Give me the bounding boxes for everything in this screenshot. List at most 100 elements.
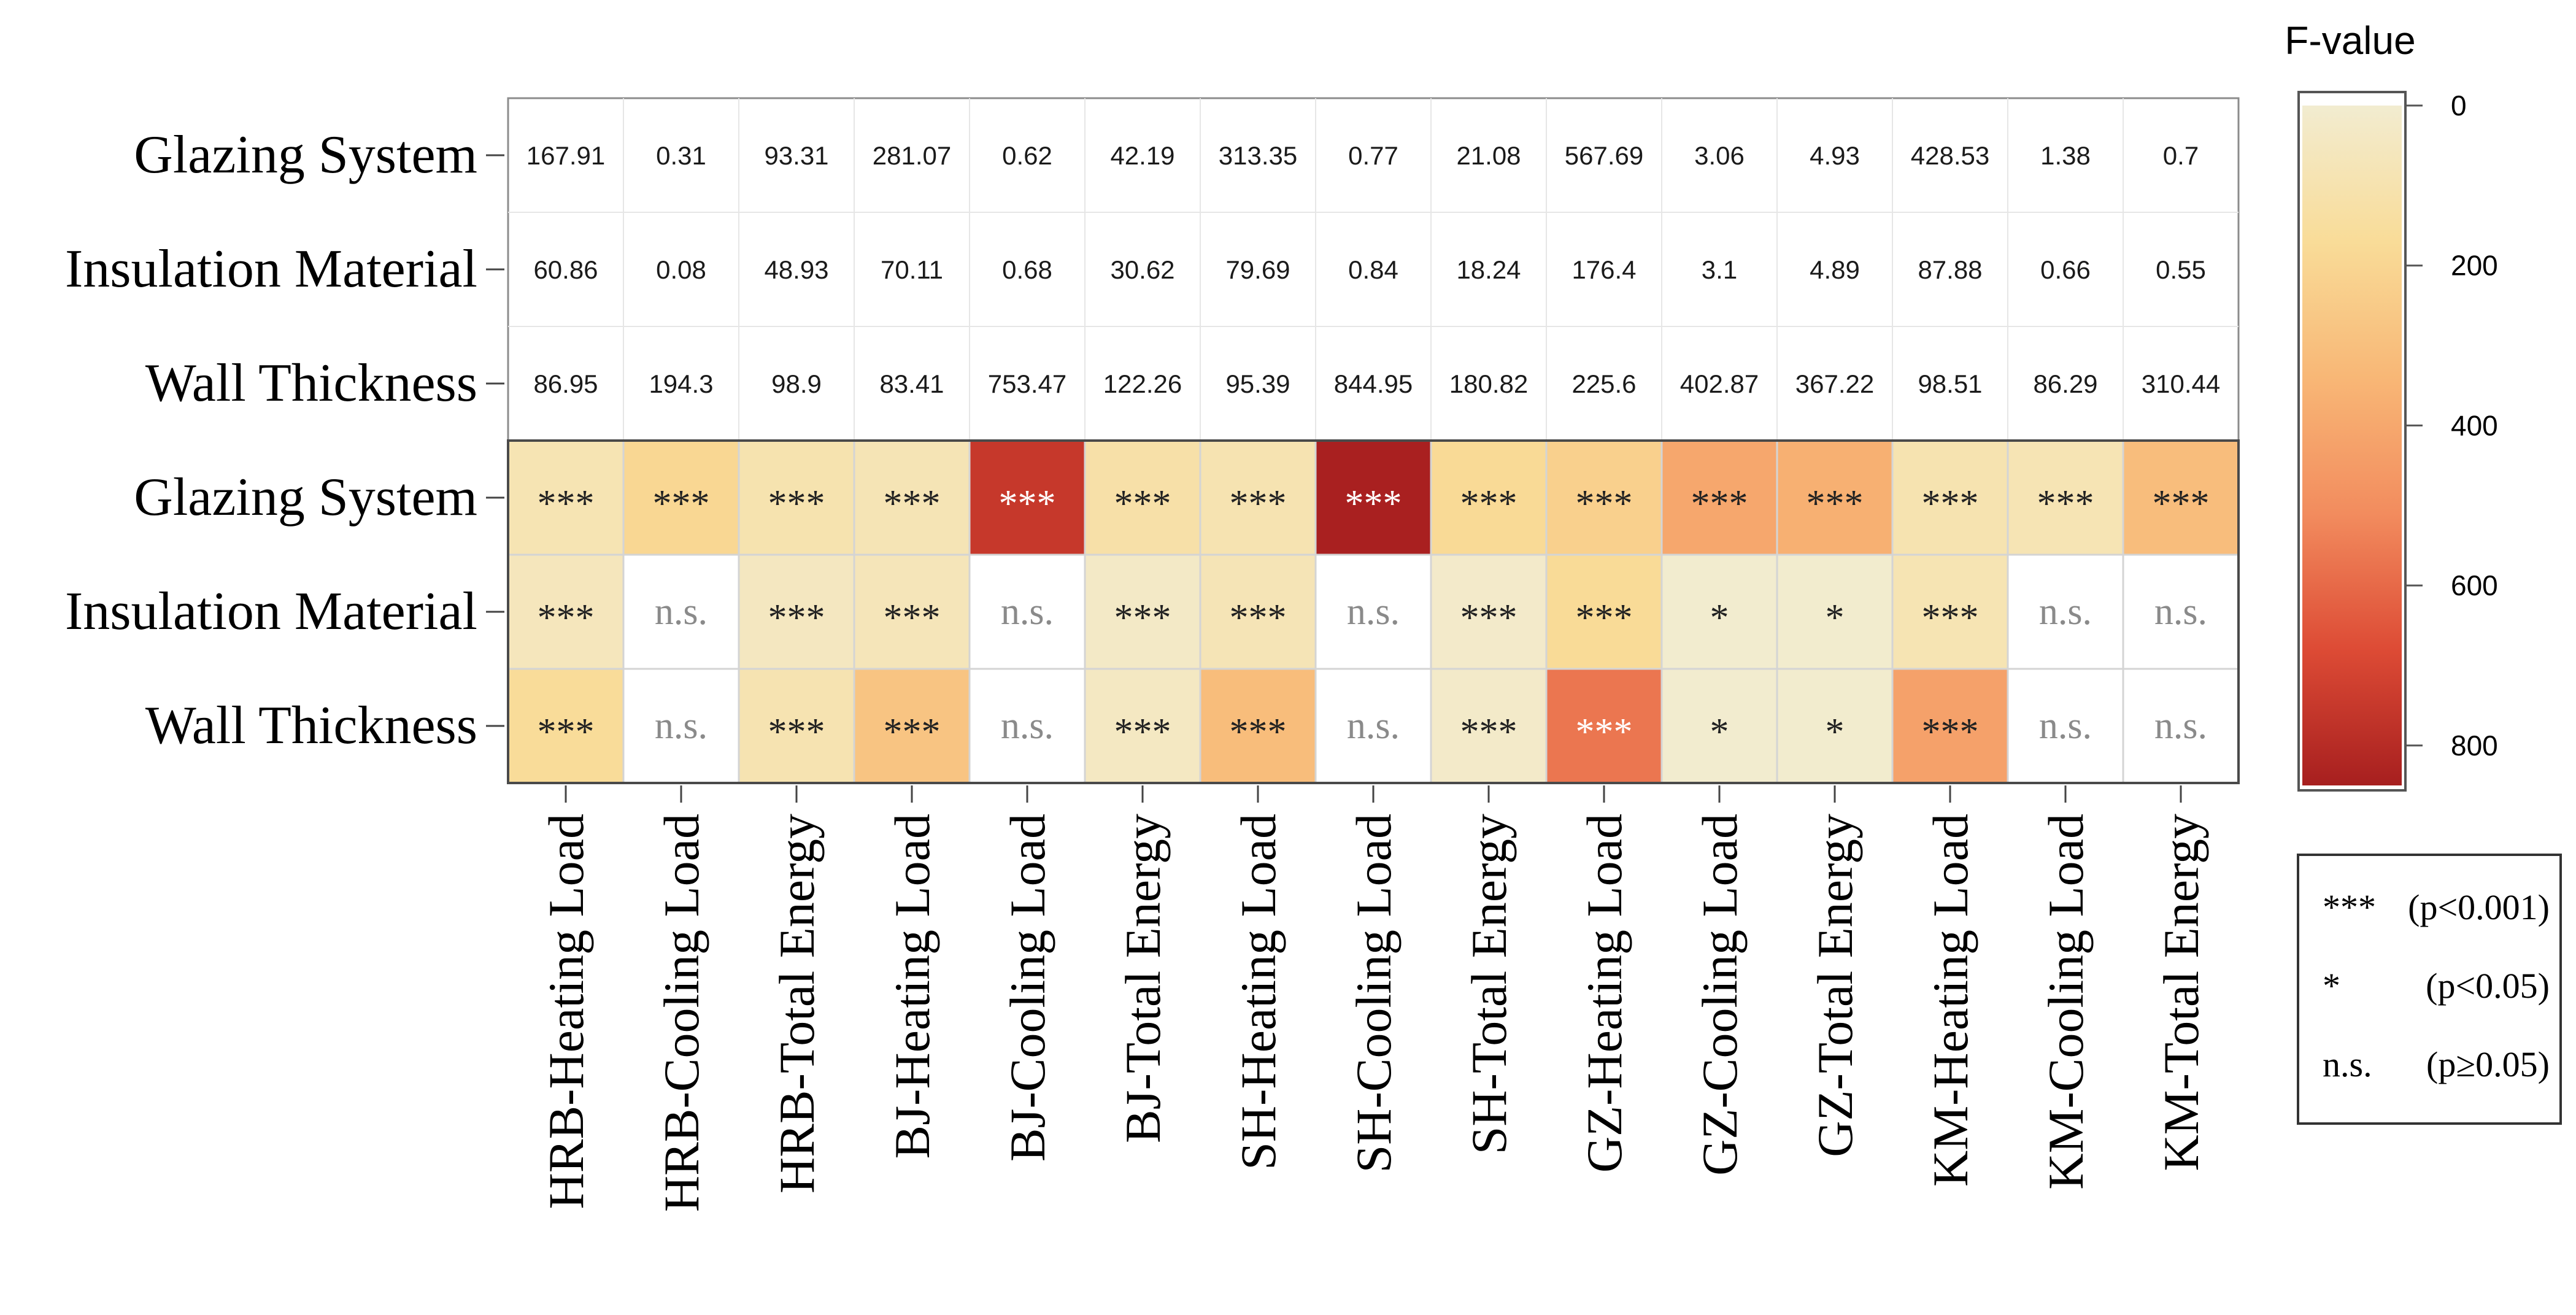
legend-symbol: *** xyxy=(2323,887,2376,927)
row-label: Glazing System xyxy=(134,125,477,185)
heatmap-cell xyxy=(622,668,740,784)
f-value-cell: 0.77 xyxy=(1348,141,1398,170)
significance-mark: *** xyxy=(1230,711,1287,753)
significance-mark: n.s. xyxy=(1001,591,1054,633)
f-value-cell: 3.1 xyxy=(1702,255,1737,284)
heatmap-cell xyxy=(507,553,625,670)
significance-mark: *** xyxy=(1691,483,1748,525)
f-value-cell: 176.4 xyxy=(1571,255,1636,284)
significance-mark: n.s. xyxy=(2154,591,2207,633)
colorbar-tick-label: 0 xyxy=(2451,90,2467,121)
significance-mark: *** xyxy=(538,597,595,639)
heatmap-frame xyxy=(507,439,2240,784)
significance-mark: *** xyxy=(1460,483,1517,525)
column-label: KM-Total Energy xyxy=(2153,814,2209,1171)
significance-mark: *** xyxy=(1576,711,1633,753)
heatmap-cell xyxy=(1776,439,1894,556)
significance-mark: *** xyxy=(1114,483,1171,525)
f-value-cell: 122.26 xyxy=(1103,369,1182,398)
significance-heatmap: *** *** *** *** *** *** *** *** *** *** *** *** *** *… xyxy=(507,439,2240,784)
heatmap-cell xyxy=(968,668,1086,784)
column-label: BJ-Cooling Load xyxy=(1000,814,1055,1162)
row-label: Wall Thickness xyxy=(145,353,477,413)
f-value-cell: 567.69 xyxy=(1565,141,1643,170)
f-value-cell: 1.38 xyxy=(2040,141,2091,170)
legend-label: (p≥0.05) xyxy=(2426,1044,2550,1084)
f-value-cell: 281.07 xyxy=(873,141,951,170)
heatmap-cell xyxy=(2007,668,2124,784)
row-label: Insulation Material xyxy=(65,582,477,641)
heatmap-cell xyxy=(1084,553,1201,670)
significance-mark: *** xyxy=(1230,597,1287,639)
column-label: SH-Cooling Load xyxy=(1346,814,1402,1173)
heatmap-cell xyxy=(968,553,1086,670)
heatmap-cell xyxy=(2007,439,2124,556)
f-value-cell: 844.95 xyxy=(1334,369,1413,398)
f-value-cell: 30.62 xyxy=(1110,255,1174,284)
f-value-cell: 0.31 xyxy=(656,141,706,170)
colorbar-gradient xyxy=(2302,106,2402,785)
significance-mark: n.s. xyxy=(1347,591,1400,633)
f-value-cell: 0.55 xyxy=(2156,255,2206,284)
legend-label: (p<0.05) xyxy=(2426,966,2550,1006)
heatmap-cell xyxy=(1660,553,1778,670)
colorbar-tick-label: 800 xyxy=(2451,730,2498,762)
significance-mark: *** xyxy=(538,711,595,753)
significance-mark: *** xyxy=(1576,483,1633,525)
significance-mark: *** xyxy=(1807,483,1864,525)
significance-mark: n.s. xyxy=(2039,591,2092,633)
f-value-cell: 0.68 xyxy=(1002,255,1052,284)
significance-mark: n.s. xyxy=(655,591,708,633)
heatmap-cell xyxy=(1430,668,1548,784)
f-value-cell: 98.51 xyxy=(1918,369,1982,398)
f-value-cell: 194.3 xyxy=(649,369,713,398)
significance-mark: n.s. xyxy=(655,705,708,747)
f-value-cell: 83.41 xyxy=(879,369,944,398)
significance-mark: *** xyxy=(768,711,825,753)
significance-mark: *** xyxy=(884,597,941,639)
significance-mark: *** xyxy=(2037,483,2094,525)
significance-mark: *** xyxy=(768,483,825,525)
f-value-cell: 21.08 xyxy=(1456,141,1521,170)
f-value-cell: 225.6 xyxy=(1571,369,1636,398)
f-value-cell: 167.91 xyxy=(526,141,605,170)
significance-legend: *** (p<0.001) * (p<0.05) n.s. (p≥0.05) xyxy=(2297,854,2562,1125)
f-value-cell: 180.82 xyxy=(1449,369,1528,398)
significance-mark: *** xyxy=(538,483,595,525)
column-label: HRB-Total Energy xyxy=(769,814,825,1194)
significance-mark: * xyxy=(1710,597,1729,639)
column-label: GZ-Total Energy xyxy=(1807,814,1863,1157)
heatmap-cell xyxy=(853,553,971,670)
f-value-cell: 86.29 xyxy=(2033,369,2097,398)
table-frame xyxy=(507,97,2240,442)
significance-mark: *** xyxy=(1922,483,1979,525)
significance-mark: * xyxy=(1710,711,1729,753)
f-value-cell: 86.95 xyxy=(533,369,598,398)
significance-mark: *** xyxy=(1576,597,1633,639)
column-label: GZ-Heating Load xyxy=(1576,814,1632,1173)
heatmap-cell xyxy=(1891,668,2009,784)
heatmap-cell xyxy=(1776,553,1894,670)
f-value-cell: 87.88 xyxy=(1918,255,1982,284)
row-labels: Glazing System Insulation Material Wall Th… xyxy=(65,125,504,755)
heatmap-cell xyxy=(2122,668,2240,784)
f-value-cell: 0.62 xyxy=(1002,141,1052,170)
f-value-cell: 3.06 xyxy=(1694,141,1745,170)
significance-mark: *** xyxy=(1922,711,1979,753)
heatmap-cell xyxy=(738,553,855,670)
column-label: KM-Cooling Load xyxy=(2038,814,2094,1190)
heatmap-cell xyxy=(1545,553,1663,670)
legend-symbol: * xyxy=(2323,966,2340,1006)
colorbar-frame xyxy=(2297,91,2407,792)
f-value-cell: 60.86 xyxy=(533,255,598,284)
f-value-cell: 313.35 xyxy=(1219,141,1297,170)
heatmap-cell xyxy=(1314,439,1432,556)
heatmap-cell xyxy=(853,668,971,784)
significance-mark: *** xyxy=(1114,711,1171,753)
f-value-cell: 0.08 xyxy=(656,255,706,284)
f-value-cell: 42.19 xyxy=(1110,141,1174,170)
heatmap-cell xyxy=(1545,439,1663,556)
f-value-cell: 367.22 xyxy=(1795,369,1874,398)
column-label: HRB-Cooling Load xyxy=(654,814,709,1212)
